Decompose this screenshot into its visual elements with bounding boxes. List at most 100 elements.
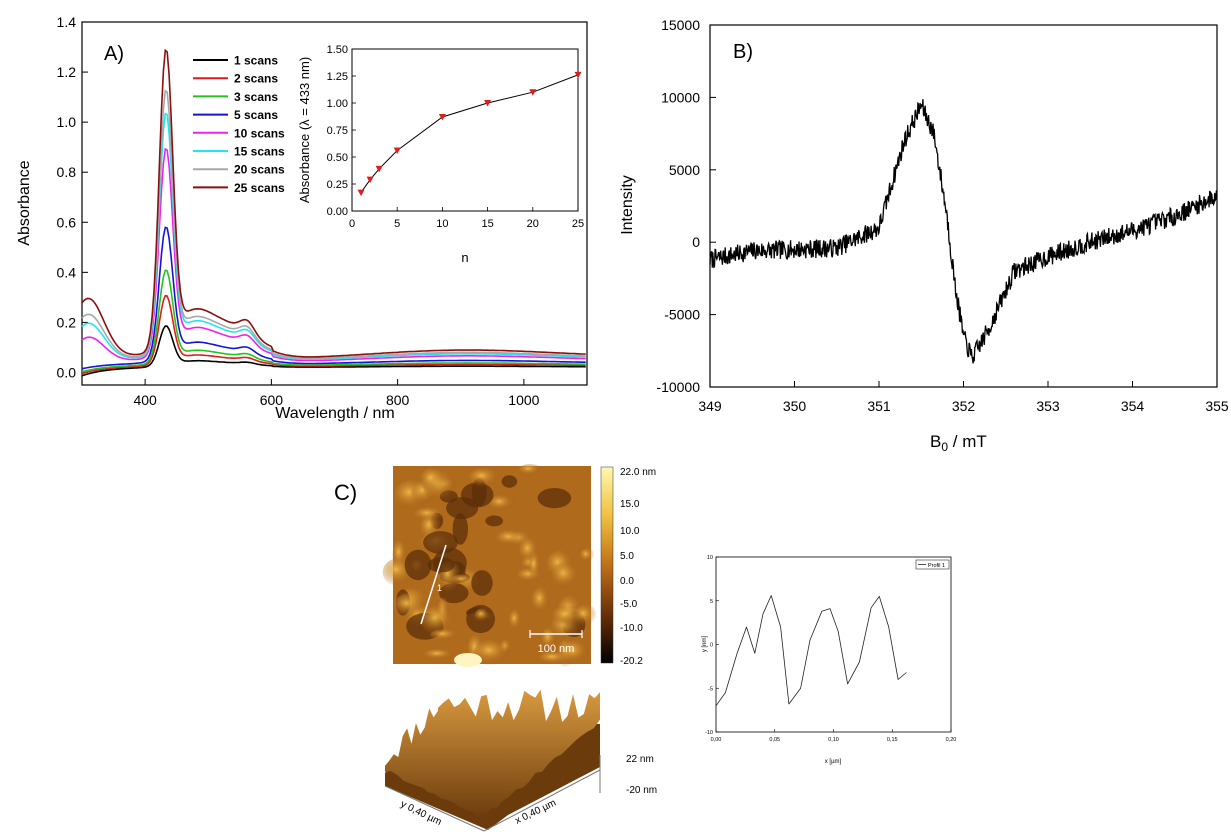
x-tick-label: 600: [260, 392, 284, 408]
afm-grain: [579, 548, 595, 563]
afm-grain: [474, 608, 491, 622]
legend-label: 1 scans: [234, 54, 278, 68]
series-line-2: [81, 294, 586, 375]
afm-grain: [485, 515, 504, 527]
profile-y-tick-label: 0: [710, 643, 713, 649]
afm-grain: [446, 497, 479, 520]
series-line-7: [81, 89, 586, 360]
afm-profile-line: [420, 544, 447, 625]
y-tick-label: -10000: [656, 379, 700, 395]
panel-a-uv-vis-chart: 0.0 0.2 0.4 0.6 0.8 1.0 1.2 1.4 400 600 800 1000 A…: [16, 14, 588, 422]
series-line-5: [81, 147, 586, 362]
profile-plot-frame: [715, 556, 952, 733]
panel-a-y-axis-title: Absorbance: [16, 160, 33, 245]
inset-x-tick-label: 5: [394, 218, 400, 230]
afm-grain: [471, 570, 493, 596]
inset-x-tick-label: 25: [572, 218, 584, 230]
profile-legend-label: Profil 1: [928, 563, 945, 569]
afm-grain: [392, 593, 428, 618]
colorbar-label: -20.2: [620, 656, 643, 667]
afm-grain: [452, 513, 468, 545]
profile-x-tick-label: 0,10: [828, 737, 839, 743]
x-tick-label: 354: [1121, 398, 1145, 414]
y-tick-label: 0.8: [57, 164, 77, 180]
panel-a-y-ticks: 0.0 0.2 0.4 0.6 0.8 1.0 1.2 1.4: [57, 14, 88, 380]
inset-y-tick-label: 0.75: [327, 125, 348, 137]
x-tick-label: 1000: [508, 392, 539, 408]
inset-y-ticks: 0.00 0.25 0.50 0.75 1.00 1.25 1.50: [327, 44, 356, 218]
colorbar-label: 10.0: [620, 526, 640, 537]
afm-grain: [468, 467, 501, 488]
afm-grain: [424, 648, 456, 660]
afm-grain: [421, 605, 456, 636]
inset-y-tick-label: 0.50: [327, 152, 348, 164]
panel-a-label: A): [104, 43, 124, 65]
inset-point: [393, 147, 401, 155]
profile-y-tick-label: -10: [705, 730, 713, 736]
y-tick-label: 0.4: [57, 264, 77, 280]
profile-x-tick-label: 0,05: [769, 737, 780, 743]
afm-grain: [501, 475, 518, 488]
afm-bright-spot: [454, 653, 482, 667]
inset-plot-frame: [351, 48, 579, 212]
colorbar-label: -10.0: [620, 623, 643, 634]
series-line-1: [81, 325, 586, 377]
x-tick-label: 349: [698, 398, 722, 414]
profile-x-axis-title: x [µm]: [825, 759, 842, 765]
colorbar-label: 0.0: [620, 576, 634, 587]
series-line-8: [81, 48, 586, 358]
afm-grain: [508, 609, 523, 632]
colorbar-label: 15.0: [620, 499, 640, 510]
inset-point: [366, 176, 374, 184]
profile-y-tick-label: 5: [710, 599, 713, 605]
afm-grain: [537, 488, 572, 509]
colorbar-label: -5.0: [620, 599, 638, 610]
inset-y-tick-label: 1.50: [327, 44, 348, 56]
panel-b-x-ticks: 349 350 351 352 353 354 355: [698, 381, 1229, 414]
panel-b-y-axis-title: Intensity: [619, 175, 636, 235]
inset-point: [529, 89, 537, 96]
inset-y-tick-label: 0.25: [327, 179, 348, 191]
y-tick-label: 1.2: [57, 64, 77, 80]
afm-grain: [430, 629, 461, 641]
x-tick-label: 800: [386, 392, 410, 408]
y-tick-label: 0.0: [57, 364, 77, 380]
series-line-4: [81, 226, 586, 370]
colorbar-label: 5.0: [620, 551, 634, 562]
afm-grain: [404, 549, 432, 581]
inset-point: [484, 100, 492, 107]
afm-scale-bar-label: 100 nm: [538, 643, 575, 655]
x-tick-label: 351: [867, 398, 891, 414]
inset-x-tick-label: 15: [481, 218, 493, 230]
profile-y-tick-label: -5: [708, 686, 713, 692]
afm-3d-surface: 22 nm -20 nm y 0,40 µm x 0,40 µm: [384, 689, 657, 832]
afm-grain: [427, 557, 455, 573]
afm-height-image: 1 100 nm: [382, 464, 598, 669]
series-line-6: [81, 112, 586, 361]
inset-x-ticks: 0 5 10 15 20 25: [349, 207, 584, 230]
profile-line: [715, 595, 907, 707]
y-tick-label: 15000: [661, 17, 700, 33]
afm-grain: [420, 467, 446, 493]
inset-point: [574, 71, 582, 79]
afm-grain: [488, 495, 515, 511]
inset-series: [357, 71, 582, 197]
afm-grain: [423, 531, 458, 554]
x-tick-label: 350: [783, 398, 807, 414]
x-tick-label: 400: [133, 392, 157, 408]
afm-grain: [560, 640, 590, 665]
panel-a-series-lines: [81, 48, 586, 377]
panel-a-legend: 1 scans 2 scans 3 scans 5 scans 10 scans 15 s…: [193, 54, 285, 195]
afm-grain: [551, 562, 581, 589]
legend-label: 3 scans: [234, 90, 278, 104]
profile-legend: [915, 559, 950, 570]
afm-colorbar: [600, 466, 614, 664]
y-tick-label: 5000: [669, 162, 700, 178]
inset-y-tick-label: 0.00: [327, 206, 348, 218]
afm-colorbar-labels: 22.0 nm 15.0 10.0 5.0 0.0 -5.0 -10.0 -20.2: [620, 467, 656, 667]
y-tick-label: 10000: [661, 89, 700, 105]
afm-grain: [518, 464, 542, 476]
afm-grain: [518, 537, 541, 564]
